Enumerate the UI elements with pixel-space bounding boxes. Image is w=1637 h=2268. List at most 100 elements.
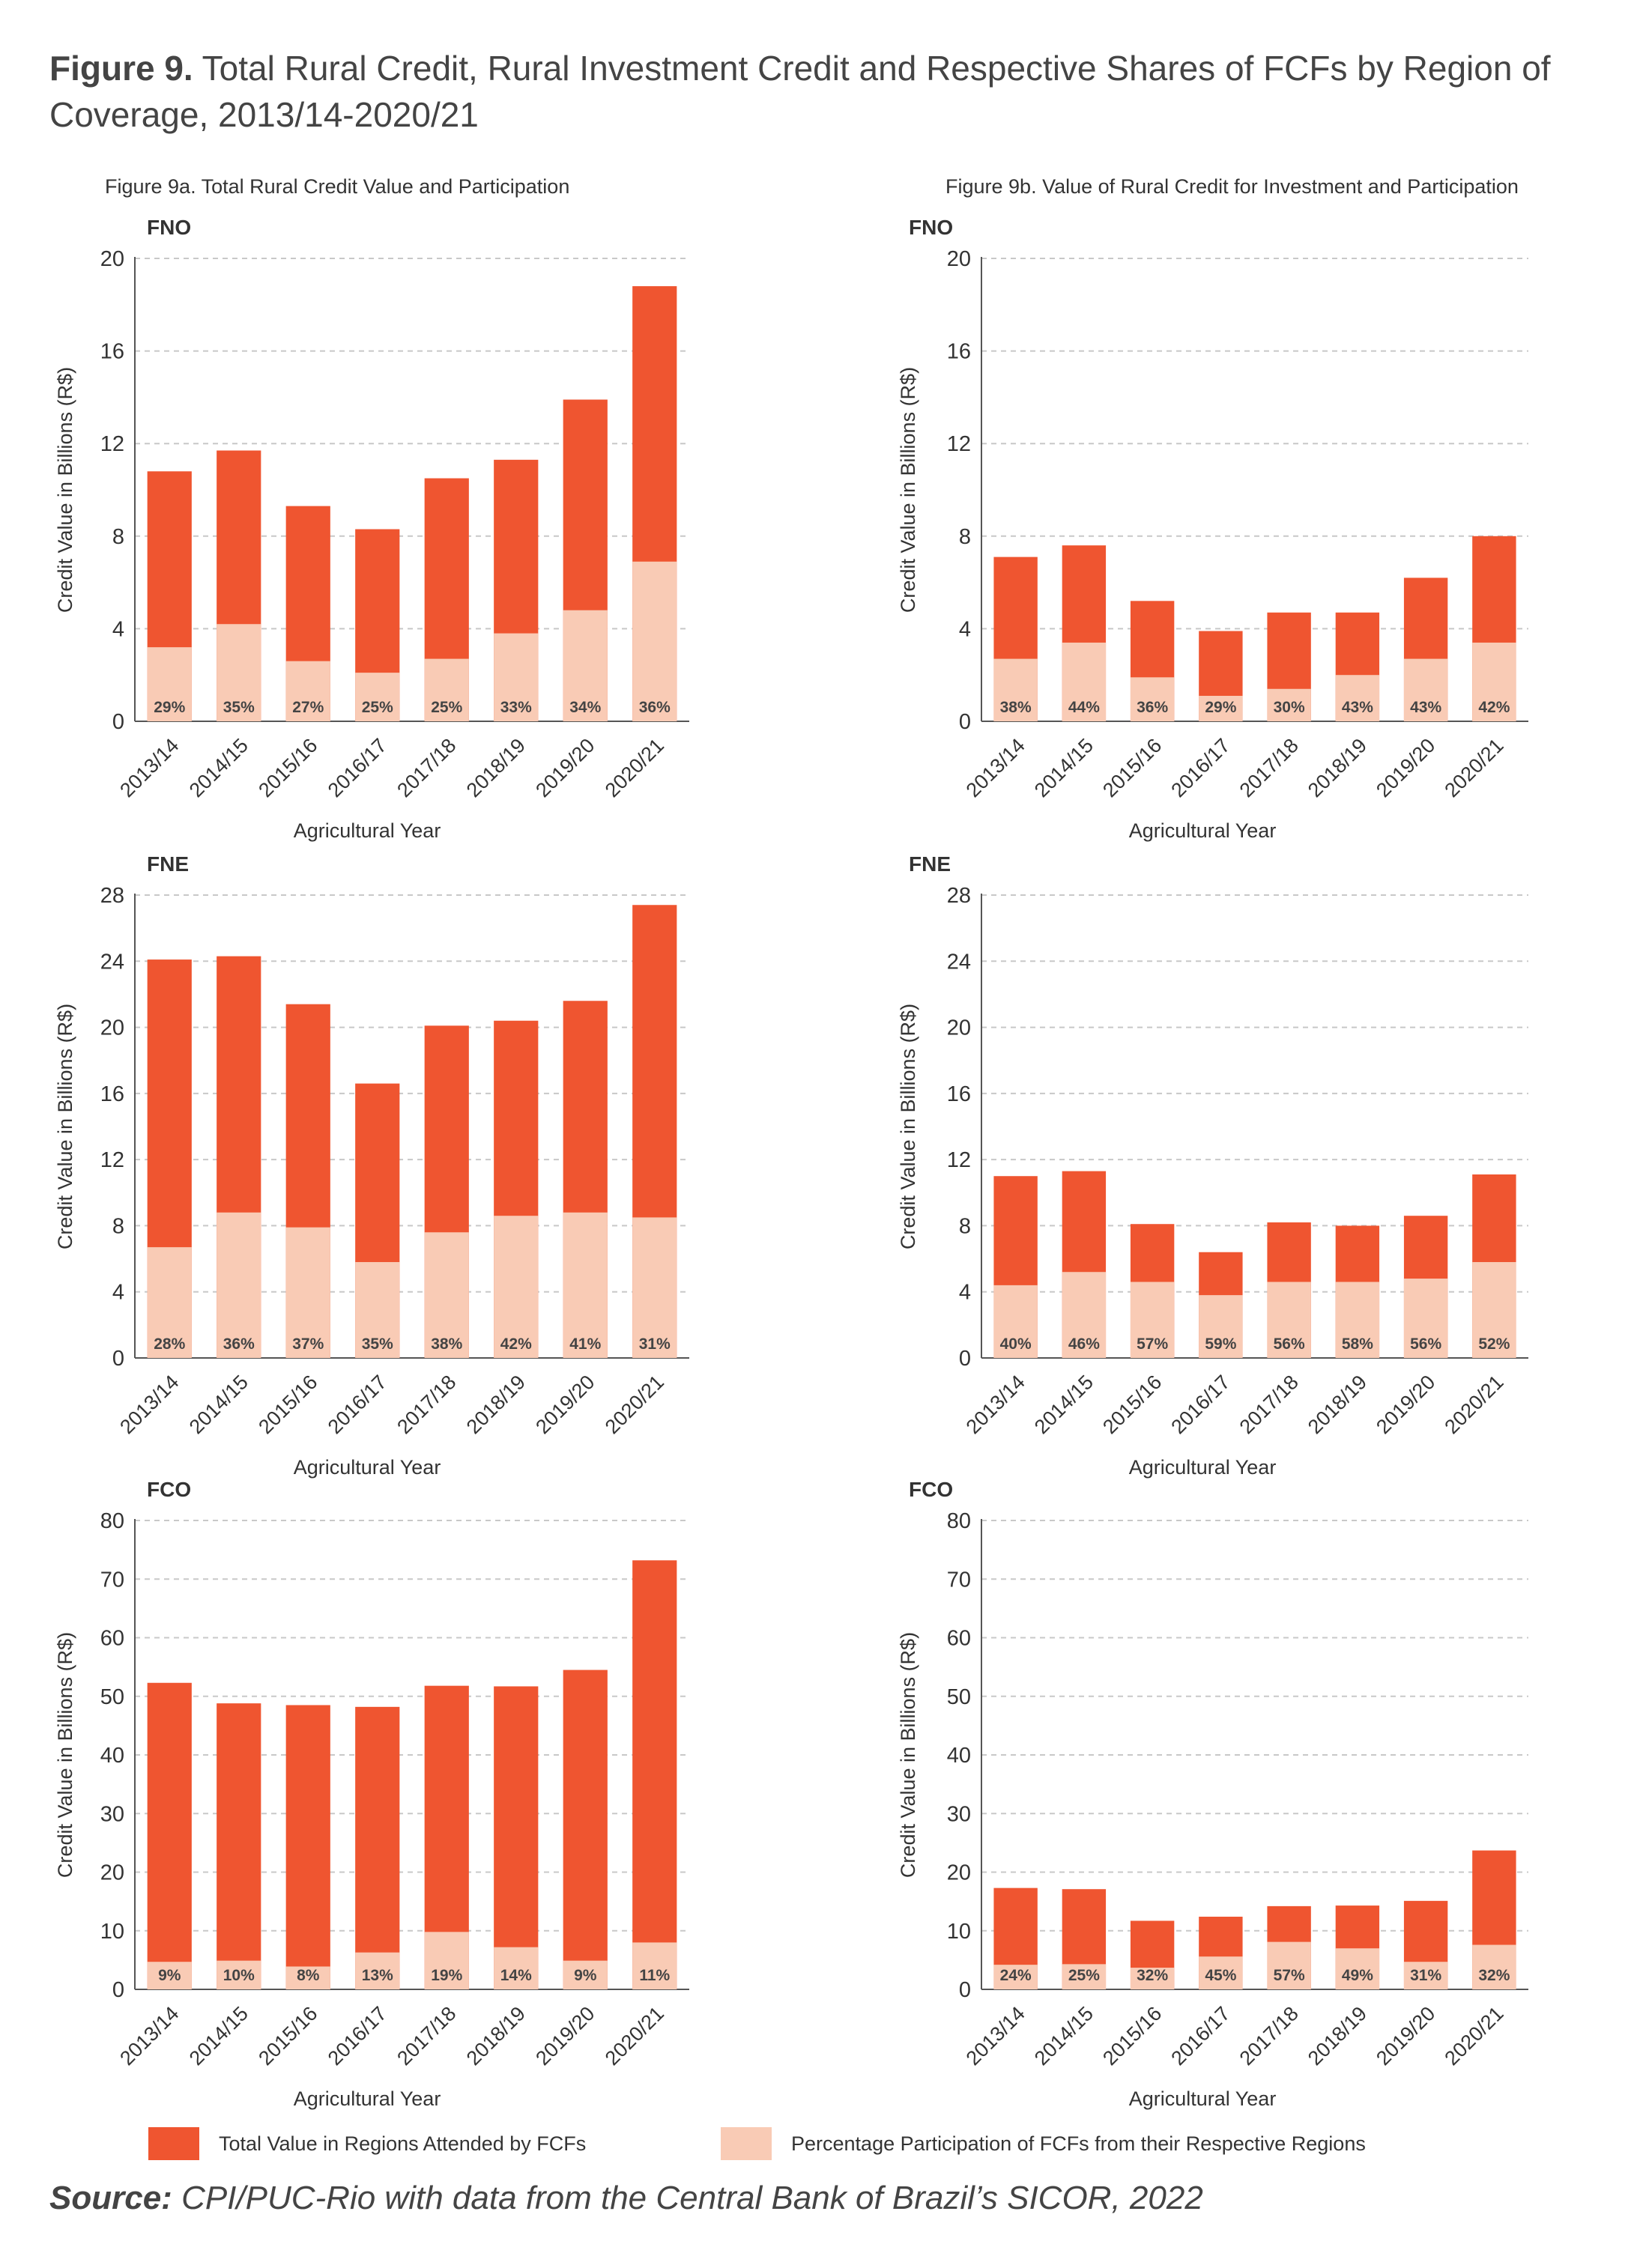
region-label: FCO — [147, 1478, 191, 1501]
y-tick-label: 0 — [959, 1978, 971, 2002]
x-tick-label: 2014/15 — [185, 734, 252, 801]
bar-share — [217, 624, 261, 721]
share-percent-label: 32% — [1137, 1967, 1168, 1984]
bar-share — [632, 1942, 677, 1989]
y-tick-label: 12 — [947, 1148, 971, 1172]
share-percent-label: 27% — [292, 699, 324, 716]
y-tick-label: 8 — [112, 525, 124, 549]
bar-share — [563, 1212, 608, 1358]
share-percent-label: 19% — [431, 1967, 462, 1984]
y-tick-label: 12 — [100, 432, 124, 456]
figure-9a-title: Figure 9a. Total Rural Credit Value and … — [105, 175, 570, 198]
y-tick-label: 20 — [100, 247, 124, 271]
share-percent-label: 31% — [1410, 1967, 1441, 1984]
share-percent-label: 59% — [1205, 1335, 1236, 1353]
y-tick-label: 20 — [947, 247, 971, 271]
y-tick-label: 0 — [112, 1347, 124, 1371]
x-tick-label: 2015/16 — [254, 1371, 321, 1438]
share-percent-label: 37% — [292, 1335, 324, 1353]
chart-svg: FNO 0 4 8 12 16 20 38% 2013/14 44% 2014/15 36% 2015/… — [897, 216, 1528, 842]
bar-share — [563, 610, 608, 721]
x-tick-label: 2016/17 — [1167, 1371, 1234, 1438]
share-percent-label: 43% — [1410, 699, 1441, 716]
bar-share — [1335, 1948, 1380, 1989]
share-percent-label: 38% — [431, 1335, 462, 1353]
bar-share — [563, 1960, 608, 1989]
x-tick-label: 2019/20 — [531, 1371, 599, 1438]
x-tick-label: 2018/19 — [462, 2002, 530, 2070]
share-percent-label: 36% — [223, 1335, 255, 1353]
x-tick-label: 2017/18 — [1235, 734, 1303, 801]
x-axis-title: Agricultural Year — [1129, 2087, 1277, 2110]
share-percent-label: 46% — [1068, 1335, 1100, 1353]
share-percent-label: 35% — [362, 1335, 393, 1353]
x-axis-title: Agricultural Year — [1129, 819, 1277, 842]
chart-9b-fno: FNO 0 4 8 12 16 20 38% 2013/14 44% 2014/15 36% 2015/… — [843, 210, 1637, 842]
legend-label-share: Percentage Participation of FCFs from th… — [791, 2132, 1366, 2155]
figure-title: Figure 9. Total Rural Credit, Rural Inve… — [49, 45, 1608, 138]
share-percent-label: 36% — [639, 699, 671, 716]
share-percent-label: 31% — [639, 1335, 671, 1353]
share-percent-label: 38% — [1000, 699, 1032, 716]
share-percent-label: 24% — [1000, 1967, 1032, 1984]
x-tick-label: 2014/15 — [1030, 1371, 1098, 1438]
y-axis-title: Credit Value in Billions (R$) — [54, 1004, 76, 1249]
share-percent-label: 43% — [1342, 699, 1373, 716]
bar-share — [1062, 1272, 1107, 1358]
y-tick-label: 40 — [947, 1744, 971, 1768]
share-percent-label: 11% — [639, 1967, 670, 1984]
share-percent-label: 8% — [297, 1967, 320, 1984]
region-label: FCO — [909, 1478, 953, 1501]
legend-swatch-share — [721, 2127, 772, 2160]
x-tick-label: 2020/21 — [601, 2002, 668, 2070]
bar-share — [1130, 677, 1175, 721]
x-tick-label: 2015/16 — [1098, 734, 1166, 801]
y-tick-label: 24 — [947, 950, 971, 974]
bar-share — [147, 1962, 192, 1989]
x-tick-label: 2020/21 — [1440, 1371, 1507, 1438]
x-tick-label: 2019/20 — [531, 734, 599, 801]
bar-share — [632, 1217, 677, 1358]
y-tick-label: 24 — [100, 950, 124, 974]
share-percent-label: 29% — [154, 699, 185, 716]
x-tick-label: 2020/21 — [601, 734, 668, 801]
share-percent-label: 56% — [1274, 1335, 1305, 1353]
bar-share — [1062, 642, 1107, 721]
x-tick-label: 2014/15 — [1030, 734, 1098, 801]
y-tick-label: 4 — [112, 1281, 124, 1305]
bar-share — [424, 1232, 469, 1358]
bar-share — [424, 1932, 469, 1989]
x-tick-label: 2017/18 — [393, 734, 460, 801]
x-tick-label: 2016/17 — [324, 734, 391, 801]
y-tick-label: 60 — [100, 1627, 124, 1651]
x-tick-label: 2015/16 — [1098, 1371, 1166, 1438]
share-percent-label: 29% — [1205, 699, 1236, 716]
chart-9a-fco: FCO 0 10 20 30 40 50 60 70 80 9% 2013/14 10% 2014/15 8… — [0, 1472, 818, 2110]
bar-share — [1403, 1962, 1448, 1989]
region-label: FNO — [909, 216, 953, 239]
bar-share — [217, 1212, 261, 1358]
figure-9b-title: Figure 9b. Value of Rural Credit for Inv… — [945, 175, 1519, 198]
y-axis-title: Credit Value in Billions (R$) — [897, 367, 919, 613]
y-tick-label: 16 — [100, 1082, 124, 1106]
chart-svg: FNE 0 4 8 12 16 20 24 28 40% 2013/14 46% 2014/15 57% 2… — [897, 852, 1528, 1479]
bar-share — [1062, 1964, 1107, 1989]
share-percent-label: 40% — [1000, 1335, 1032, 1353]
y-tick-label: 4 — [959, 1281, 971, 1305]
bar-share — [993, 1285, 1038, 1358]
share-percent-label: 36% — [1137, 699, 1168, 716]
bar-share — [355, 673, 400, 721]
legend-item-total: Total Value in Regions Attended by FCFs — [148, 2127, 586, 2160]
bar-total — [217, 1703, 261, 1989]
share-percent-label: 44% — [1068, 699, 1100, 716]
y-tick-label: 8 — [959, 1214, 971, 1238]
chart-9a-fne: FNE 0 4 8 12 16 20 24 28 28% 2013/14 36% 2014/15 37% 2… — [0, 846, 818, 1479]
share-percent-label: 30% — [1274, 699, 1305, 716]
bar-share — [993, 658, 1038, 721]
y-tick-label: 4 — [959, 617, 971, 641]
bar-share — [1472, 1261, 1516, 1358]
x-tick-label: 2020/21 — [1440, 2002, 1507, 2070]
bar-share — [1199, 1956, 1243, 1989]
y-axis-title: Credit Value in Billions (R$) — [897, 1632, 919, 1878]
share-percent-label: 34% — [569, 699, 601, 716]
